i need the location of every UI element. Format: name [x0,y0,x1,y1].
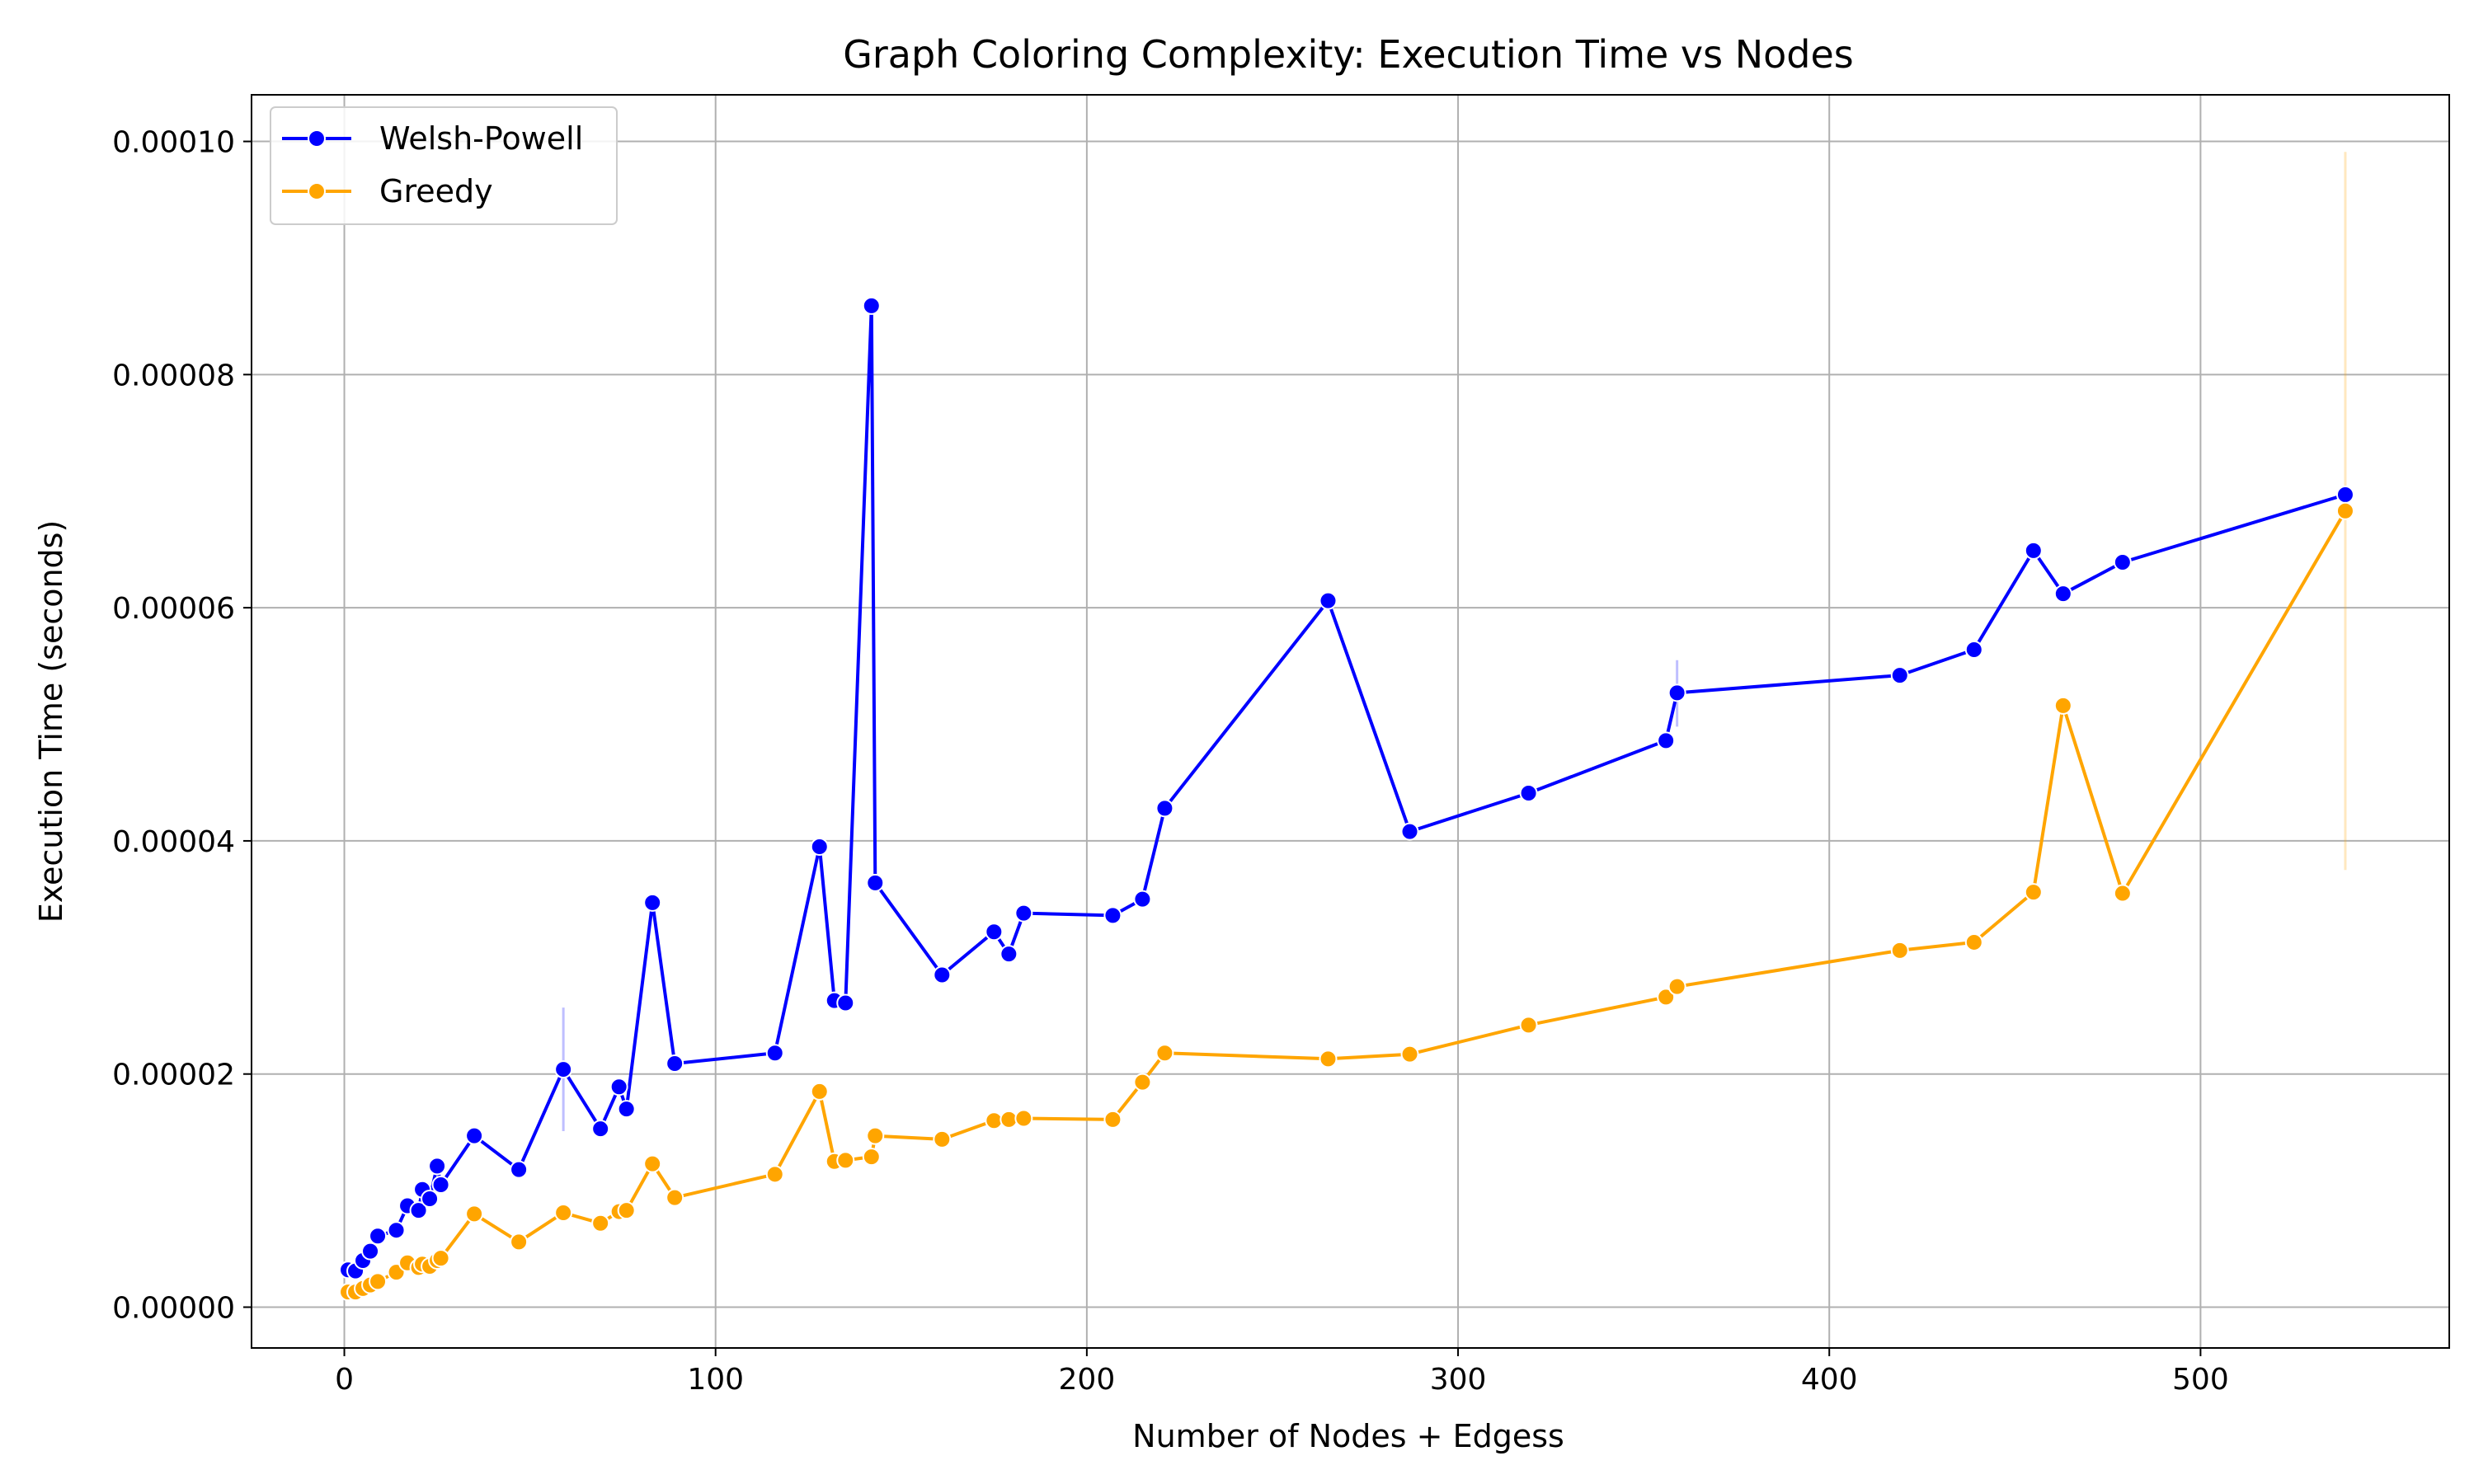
data-point-welsh-powell [1667,683,1686,702]
data-point-welsh-powell [1890,666,1909,685]
data-point-greedy [999,1110,1018,1129]
x-tick-label: 0 [335,1363,354,1397]
data-point-welsh-powell [510,1160,529,1179]
data-point-greedy [836,1151,855,1170]
data-point-greedy [862,1148,881,1167]
data-point-greedy [866,1126,885,1145]
data-point-greedy [2053,696,2072,715]
data-point-welsh-powell [1319,591,1338,610]
chart-title: Graph Coloring Complexity: Execution Tim… [843,32,1854,77]
data-point-welsh-powell [591,1120,610,1139]
data-point-welsh-powell [1400,822,1419,841]
data-point-welsh-powell [2024,541,2043,560]
data-series [339,296,2354,1302]
data-point-welsh-powell [810,838,829,856]
data-point-greedy [666,1188,684,1207]
data-point-welsh-powell [1519,783,1538,802]
data-point-welsh-powell [465,1126,484,1145]
data-point-welsh-powell [409,1201,428,1220]
legend-label-greedy: Greedy [379,173,493,209]
data-point-greedy [2335,501,2354,520]
data-point-welsh-powell [1014,904,1033,923]
data-point-greedy [1400,1045,1419,1064]
data-point-welsh-powell [421,1190,440,1209]
legend-box [270,106,618,225]
plot-frame [251,94,2450,1349]
data-point-greedy [810,1082,829,1101]
x-tick-label: 400 [1801,1363,1858,1397]
data-point-welsh-powell [1964,641,1983,660]
data-point-greedy [1667,977,1686,996]
data-point-welsh-powell [2113,552,2132,571]
legend: Welsh-Powell Greedy [270,106,618,225]
x-axis-ticks: 0 100 200 300 400 500 [335,1348,2229,1397]
data-point-welsh-powell [554,1060,573,1079]
data-point-welsh-powell [765,1044,784,1063]
data-point-greedy [643,1154,662,1173]
data-point-greedy [1155,1044,1174,1063]
data-point-greedy [1103,1110,1122,1129]
y-tick-label: 0.00006 [112,592,235,626]
legend-marker-greedy [308,182,326,200]
data-point-welsh-powell [1155,799,1174,818]
data-point-welsh-powell [836,993,855,1012]
data-point-welsh-powell [866,873,885,892]
data-point-greedy [933,1129,952,1148]
data-point-welsh-powell [2053,585,2072,603]
data-point-greedy [554,1203,573,1222]
y-tick-label: 0.00002 [112,1059,235,1092]
x-tick-label: 200 [1059,1363,1116,1397]
data-point-greedy [431,1249,450,1268]
data-point-welsh-powell [666,1054,684,1073]
data-point-welsh-powell [643,893,662,912]
data-point-greedy [2113,884,2132,903]
data-point-greedy [1133,1073,1152,1092]
data-point-welsh-powell [428,1157,447,1176]
data-point-greedy [1890,941,1909,960]
data-point-welsh-powell [1657,731,1676,750]
data-point-greedy [510,1233,529,1252]
data-point-welsh-powell [609,1078,628,1097]
legend-label-welsh-powell: Welsh-Powell [379,120,583,157]
data-point-greedy [1657,988,1676,1007]
data-point-greedy [369,1272,388,1291]
data-point-greedy [1964,932,1983,951]
y-axis-ticks: 0.00000 0.00002 0.00004 0.00006 0.00008 0.000… [112,126,252,1326]
data-point-greedy [765,1165,784,1184]
data-point-welsh-powell [1103,906,1122,925]
legend-marker-welsh-powell [308,129,326,148]
y-tick-label: 0.00010 [112,126,235,160]
y-tick-label: 0.00004 [112,825,235,859]
data-point-welsh-powell [1133,890,1152,909]
data-point-greedy [1014,1109,1033,1128]
x-tick-label: 100 [687,1363,744,1397]
data-point-welsh-powell [361,1242,380,1261]
grid-lines [252,95,2449,1348]
data-point-greedy [1519,1016,1538,1035]
x-axis-label: Number of Nodes + Edgess [1132,1418,1564,1454]
data-point-greedy [617,1201,636,1220]
data-point-welsh-powell [617,1100,636,1119]
x-tick-label: 500 [2172,1363,2229,1397]
y-axis-label: Execution Time (seconds) [33,520,69,923]
data-point-greedy [2024,883,2043,902]
data-point-welsh-powell [999,945,1018,964]
data-point-greedy [591,1214,610,1233]
y-tick-label: 0.00000 [112,1292,235,1326]
data-point-welsh-powell [369,1227,388,1246]
data-point-welsh-powell [862,296,881,315]
data-point-greedy [1319,1050,1338,1068]
data-point-greedy [985,1111,1004,1130]
data-point-welsh-powell [2335,485,2354,504]
data-point-greedy [465,1205,484,1223]
data-point-welsh-powell [431,1176,450,1195]
x-tick-label: 300 [1430,1363,1487,1397]
data-point-welsh-powell [387,1221,406,1240]
y-tick-label: 0.00008 [112,359,235,392]
data-point-welsh-powell [985,923,1004,942]
data-point-welsh-powell [933,965,952,984]
